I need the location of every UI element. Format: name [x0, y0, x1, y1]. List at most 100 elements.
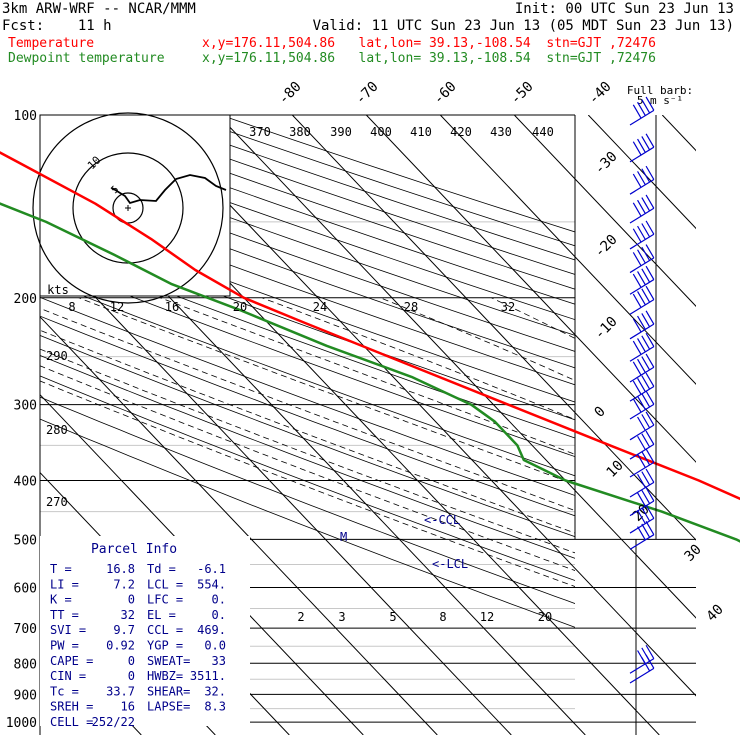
- mixing-ratio-label: 20: [538, 610, 552, 624]
- parcel-info-label: K =: [50, 593, 72, 607]
- parcel-info-title: Parcel Info: [91, 542, 177, 557]
- parcel-info-label: LAPSE=: [147, 700, 190, 714]
- isotherm-top-label: -60: [431, 79, 460, 108]
- barb-flag: [637, 199, 646, 214]
- barb-flag: [641, 168, 651, 183]
- barb-flag: [632, 380, 642, 395]
- parcel-info-label: PW =: [50, 639, 79, 653]
- isotherm-line: [40, 316, 438, 735]
- barb-flag: [632, 252, 642, 267]
- barb-flag: [641, 657, 651, 672]
- wind-barbs: [629, 96, 657, 684]
- hodograph-origin: [125, 205, 131, 211]
- init-time: Init: 00 UTC Sun 23 Jun 13: [514, 1, 734, 17]
- wind-barb: [629, 353, 655, 383]
- theta-label: 390: [330, 125, 352, 139]
- barb-flag: [645, 390, 655, 405]
- barb-flag: [637, 473, 646, 488]
- barb-flag: [641, 523, 651, 538]
- parcel-info-label: EL =: [147, 608, 176, 622]
- wind-barb: [629, 133, 655, 163]
- parcel-info-value: 469.: [197, 623, 226, 637]
- pressure-tick-label: 700: [14, 622, 37, 637]
- isotherm-top-label: -80: [276, 79, 305, 108]
- wind-barb: [629, 332, 655, 362]
- isotherm-right-label: 30: [682, 542, 705, 565]
- dry-adiabat-line: [40, 210, 575, 403]
- parcel-info-value: 8.3: [204, 700, 226, 714]
- parcel-info-value: 554.: [197, 577, 226, 591]
- hodograph-speed-label: kts: [47, 283, 69, 297]
- barb-flag: [632, 104, 642, 119]
- barb-flag: [641, 489, 651, 504]
- temperature-legend-label: Temperature: [8, 36, 95, 51]
- parcel-info-value: 32.: [204, 684, 226, 698]
- parcel-info-label: CELL =: [50, 715, 93, 729]
- isotherm-top-label: -70: [353, 79, 382, 108]
- moist-adiabat-line: [40, 365, 575, 571]
- parcel-info-value: 3511.: [190, 669, 226, 683]
- barb-shaft: [629, 207, 655, 224]
- barb-shaft: [629, 146, 655, 163]
- hodograph-speed-label: 12: [110, 300, 124, 314]
- barb-flag: [637, 453, 646, 468]
- barb-flag: [641, 471, 651, 486]
- isotherm-right-label: 10: [604, 458, 627, 481]
- barb-flag: [645, 654, 655, 669]
- wind-barb: [629, 285, 655, 315]
- moist-adiabat-line: [261, 297, 575, 421]
- barb-flag: [645, 448, 655, 463]
- hodograph-speed-label: 24: [313, 300, 327, 314]
- barb-shaft: [629, 178, 655, 195]
- dry-adiabat-line: [40, 193, 575, 386]
- wind-barb: [629, 194, 655, 224]
- pressure-tick-label: 500: [14, 533, 37, 548]
- barb-shaft: [629, 109, 655, 126]
- barb-flag: [637, 315, 646, 330]
- theta-left-label: 290: [46, 349, 68, 363]
- parcel-info-background: [40, 536, 250, 726]
- barb-flag: [645, 411, 655, 426]
- moist-adiabat-line: [380, 297, 575, 381]
- barb-flag: [637, 101, 646, 116]
- pressure-tick-label: 800: [14, 657, 37, 672]
- barb-shaft: [629, 279, 655, 295]
- dry-adiabat-line: [40, 260, 575, 458]
- barb-shaft: [629, 534, 655, 550]
- barb-flag: [641, 268, 651, 283]
- parcel-info-value: 9.7: [113, 623, 135, 637]
- barb-flag: [637, 526, 646, 541]
- wind-barb: [629, 310, 655, 340]
- isotherm-line: [40, 393, 364, 735]
- barb-flag: [637, 225, 646, 240]
- isotherm-right-label: -10: [592, 314, 621, 343]
- mixing-ratio-label: 3: [338, 610, 345, 624]
- hodograph-speed-label: 8: [68, 300, 75, 314]
- mixing-ratio-label: 12: [480, 610, 494, 624]
- barb-flag: [632, 361, 642, 376]
- parcel-info-value: 0.: [212, 593, 226, 607]
- wind-barb: [629, 521, 655, 550]
- wind-barb: [629, 96, 655, 126]
- isotherm-line: [365, 115, 696, 463]
- barb-flag: [645, 285, 655, 300]
- isotherm-line: [513, 115, 696, 307]
- parcel-info-label: SREH =: [50, 700, 93, 714]
- barb-flag: [632, 293, 642, 308]
- barb-flag: [641, 288, 651, 303]
- barb-flag: [645, 430, 655, 445]
- dry-adiabat-line: [40, 315, 575, 517]
- temperature-location: x,y=176.11,504.86 lat,lon= 39.13,-108.54…: [202, 36, 656, 51]
- mixing-ratio-label: 2: [297, 610, 304, 624]
- dry-adiabat-line: [40, 418, 575, 628]
- parcel-info-value: 0: [128, 593, 135, 607]
- dry-adiabat-line: [40, 178, 575, 369]
- isotherm-line: [661, 115, 696, 152]
- isotherm-line: [217, 115, 696, 619]
- isotherm-top-label: -50: [508, 79, 537, 108]
- dry-adiabat-line: [220, 115, 575, 233]
- theta-label: 400: [370, 125, 392, 139]
- barb-flag: [641, 393, 651, 408]
- isotherm-right-label: -30: [592, 149, 621, 178]
- isotherm-right-label: -20: [592, 232, 621, 261]
